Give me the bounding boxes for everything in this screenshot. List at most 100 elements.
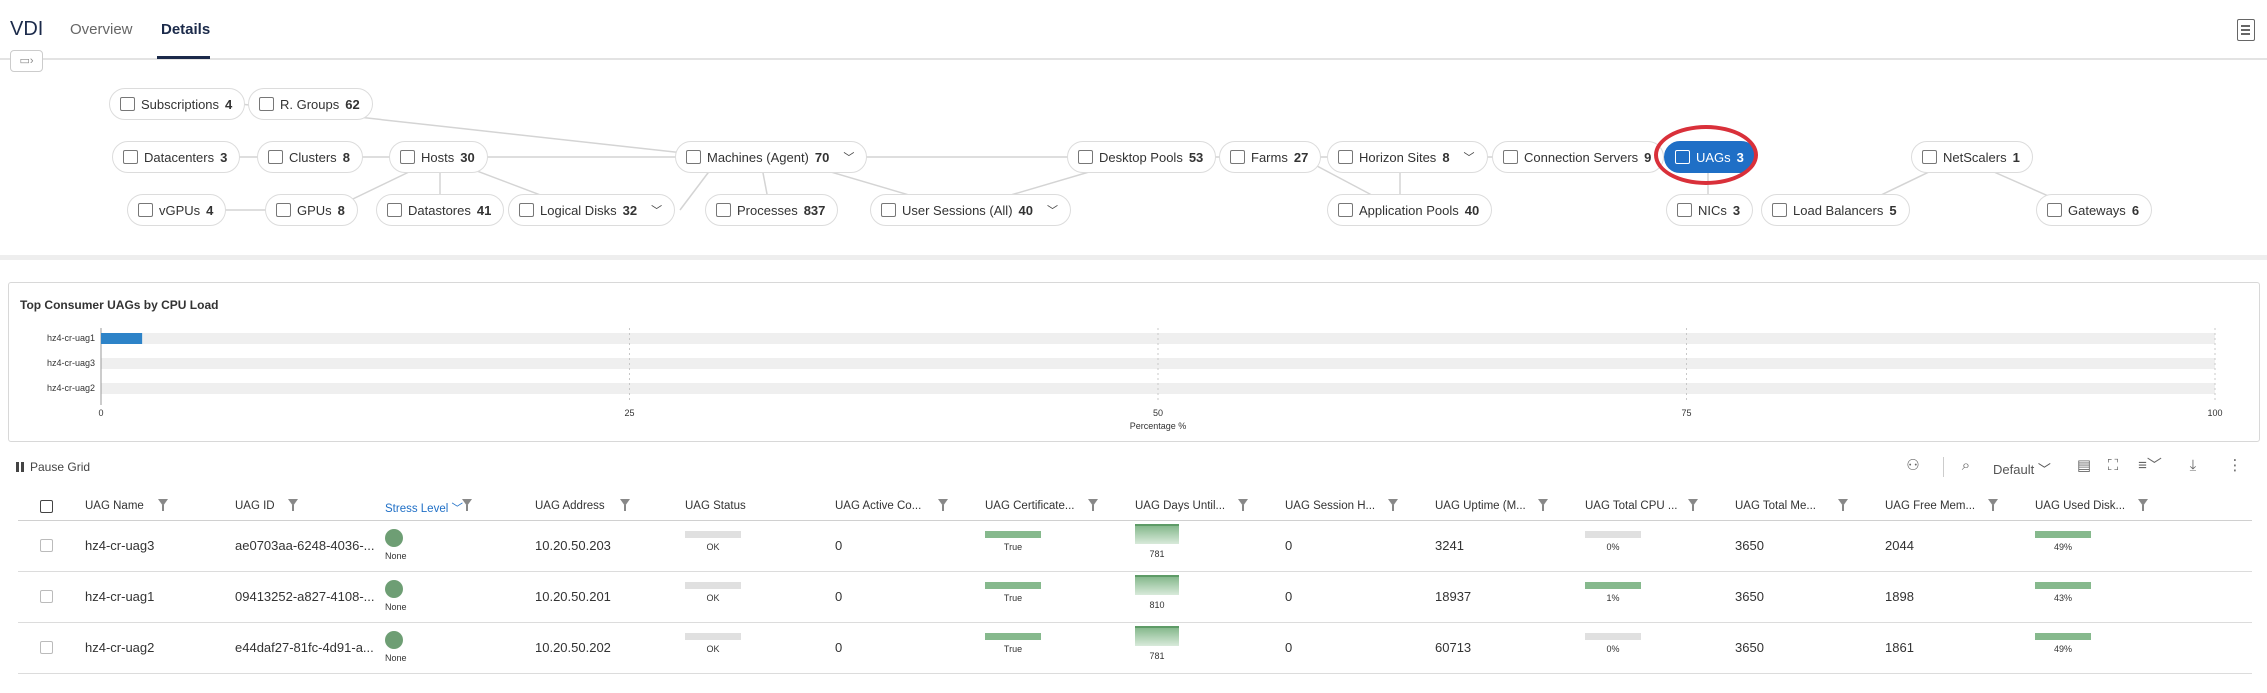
table-row[interactable]: hz4-cr-uag2 e44daf27-81fc-4d91-a... None 10… bbox=[18, 623, 2252, 674]
col-uag-address[interactable]: UAG Address bbox=[535, 500, 605, 512]
col-uag-name[interactable]: UAG Name bbox=[85, 500, 144, 512]
filter-icon[interactable] bbox=[1388, 499, 1398, 511]
chevron-down-icon[interactable]: ﹀ bbox=[843, 152, 855, 164]
row-checkbox[interactable] bbox=[40, 539, 53, 552]
more-options-icon[interactable]: ⋮ bbox=[2227, 457, 2243, 474]
row-checkbox[interactable] bbox=[40, 641, 53, 654]
filter-icon[interactable] bbox=[2138, 499, 2148, 511]
row-density-icon[interactable]: ≡﹀ bbox=[2138, 457, 2162, 474]
filter-icon[interactable] bbox=[288, 499, 298, 511]
col-uag-total-memory[interactable]: UAG Total Me... bbox=[1735, 500, 1816, 512]
col-stress-level[interactable]: Stress Level ﹀ bbox=[385, 503, 463, 515]
filter-icon[interactable] bbox=[1538, 499, 1548, 511]
export-csv-icon[interactable]: ▤ bbox=[2076, 457, 2092, 474]
category-label: hz4-cr-uag1 bbox=[47, 333, 95, 343]
filter-icon[interactable] bbox=[1088, 499, 1098, 511]
col-uag-active-connections[interactable]: UAG Active Co... bbox=[835, 500, 922, 512]
status-bar bbox=[685, 582, 741, 589]
node-vgpus[interactable]: vGPUs 4 bbox=[127, 194, 227, 226]
status-bar bbox=[685, 531, 741, 538]
col-uag-free-memory[interactable]: UAG Free Mem... bbox=[1885, 500, 1976, 512]
node-farms[interactable]: Farms 27 bbox=[1219, 141, 1322, 173]
node-r-groups[interactable]: R. Groups 62 bbox=[248, 88, 373, 120]
filter-icon[interactable] bbox=[620, 499, 630, 511]
filter-icon[interactable] bbox=[158, 499, 168, 511]
node-clusters[interactable]: Clusters 8 bbox=[257, 141, 363, 173]
certificate-bar bbox=[985, 582, 1041, 589]
node-user-sessions[interactable]: User Sessions (All) 40 ﹀ bbox=[870, 194, 1071, 226]
node-load-balancers[interactable]: Load Balancers 5 bbox=[1761, 194, 1910, 226]
download-icon[interactable]: ⤓ bbox=[2189, 457, 2197, 474]
col-uag-used-disk[interactable]: UAG Used Disk... bbox=[2035, 500, 2126, 512]
tab-overview[interactable]: Overview bbox=[70, 21, 133, 38]
node-datacenters[interactable]: Datacenters 3 bbox=[112, 141, 241, 173]
col-uag-uptime[interactable]: UAG Uptime (M... bbox=[1435, 500, 1526, 512]
filter-icon[interactable] bbox=[1988, 499, 1998, 511]
chart-title: Top Consumer UAGs by CPU Load bbox=[20, 298, 219, 312]
col-uag-session-h[interactable]: UAG Session H... bbox=[1285, 500, 1376, 512]
x-tick-label: 50 bbox=[1153, 408, 1163, 418]
site-icon bbox=[1338, 150, 1353, 164]
total-memory-cell: 3650 bbox=[1735, 589, 1764, 604]
chevron-down-icon: ﹀ bbox=[2037, 462, 2051, 477]
database-icon bbox=[276, 203, 291, 217]
node-subscriptions[interactable]: Subscriptions 4 bbox=[109, 88, 246, 120]
x-tick-label: 100 bbox=[2207, 408, 2222, 418]
uag-name-cell: hz4-cr-uag1 bbox=[85, 589, 155, 604]
fullscreen-icon[interactable]: ⛶ bbox=[2107, 457, 2119, 474]
folder-breadcrumb-button[interactable]: ▭› bbox=[10, 50, 43, 72]
user-settings-icon[interactable]: ⚇ bbox=[1906, 457, 1920, 474]
node-netscalers[interactable]: NetScalers 1 bbox=[1911, 141, 2033, 173]
total-memory-cell: 3650 bbox=[1735, 538, 1764, 553]
col-uag-id[interactable]: UAG ID bbox=[235, 500, 275, 512]
datastore-icon bbox=[387, 203, 402, 217]
node-gateways[interactable]: Gateways 6 bbox=[2036, 194, 2153, 226]
database-icon bbox=[519, 203, 534, 217]
search-icon[interactable]: ⌕ bbox=[1961, 457, 1971, 474]
app-title: VDI bbox=[10, 18, 44, 40]
filter-icon[interactable] bbox=[462, 499, 472, 511]
stress-level-label: None bbox=[385, 551, 407, 561]
node-horizon-sites[interactable]: Horizon Sites 8 ﹀ bbox=[1327, 141, 1488, 173]
col-uag-total-cpu[interactable]: UAG Total CPU ... bbox=[1585, 500, 1678, 512]
key-icon bbox=[120, 97, 135, 111]
node-machines-agent[interactable]: Machines (Agent) 70 ﹀ bbox=[675, 141, 868, 173]
list-view-icon[interactable] bbox=[2237, 19, 2255, 41]
chevron-down-icon[interactable]: ﹀ bbox=[651, 205, 663, 217]
node-gpus[interactable]: GPUs 8 bbox=[265, 194, 358, 226]
col-uag-certificate[interactable]: UAG Certificate... bbox=[985, 500, 1075, 512]
filter-icon[interactable] bbox=[1838, 499, 1848, 511]
uag-id-cell: e44daf27-81fc-4d91-a... bbox=[235, 640, 374, 655]
server-icon bbox=[1503, 150, 1518, 164]
node-application-pools[interactable]: Application Pools 40 bbox=[1327, 194, 1493, 226]
total-cpu-cell: 0% bbox=[1585, 633, 1641, 657]
used-disk-cell: 43% bbox=[2035, 582, 2091, 606]
topology-map: Subscriptions 4 R. Groups 62 Datacenters 3 … bbox=[0, 80, 2267, 260]
tab-details[interactable]: Details bbox=[161, 21, 211, 38]
filter-icon[interactable] bbox=[1688, 499, 1698, 511]
node-hosts[interactable]: Hosts 30 bbox=[389, 141, 488, 173]
col-uag-status[interactable]: UAG Status bbox=[685, 500, 746, 512]
chevron-down-icon[interactable]: ﹀ bbox=[1047, 205, 1058, 217]
node-datastores[interactable]: Datastores 41 bbox=[376, 194, 505, 226]
total-cpu-cell: 1% bbox=[1585, 582, 1641, 606]
node-desktop-pools[interactable]: Desktop Pools 53 bbox=[1067, 141, 1217, 173]
section-divider bbox=[0, 255, 2267, 260]
col-uag-days-until[interactable]: UAG Days Until... bbox=[1135, 500, 1226, 512]
view-select[interactable]: Default ﹀ bbox=[1993, 462, 2051, 477]
node-nics[interactable]: NICs 3 bbox=[1666, 194, 1754, 226]
pause-grid-button[interactable]: Pause Grid bbox=[16, 460, 90, 474]
node-connection-servers[interactable]: Connection Servers 9 bbox=[1492, 141, 1665, 173]
select-all-checkbox[interactable] bbox=[40, 500, 53, 513]
cpu-bar bbox=[1585, 582, 1641, 589]
table-row[interactable]: hz4-cr-uag1 09413252-a827-4108-... None 10.… bbox=[18, 572, 2252, 623]
table-row[interactable]: hz4-cr-uag3 ae0703aa-6248-4036-... None 10.… bbox=[18, 521, 2252, 572]
uag-name-cell: hz4-cr-uag2 bbox=[85, 640, 155, 655]
row-checkbox[interactable] bbox=[40, 590, 53, 603]
node-processes[interactable]: Processes 837 bbox=[705, 194, 839, 226]
filter-icon[interactable] bbox=[1238, 499, 1248, 511]
chevron-down-icon[interactable]: ﹀ bbox=[1463, 152, 1475, 164]
filter-icon[interactable] bbox=[938, 499, 948, 511]
node-logical-disks[interactable]: Logical Disks 32 ﹀ bbox=[508, 194, 676, 226]
disk-bar bbox=[2035, 633, 2091, 640]
